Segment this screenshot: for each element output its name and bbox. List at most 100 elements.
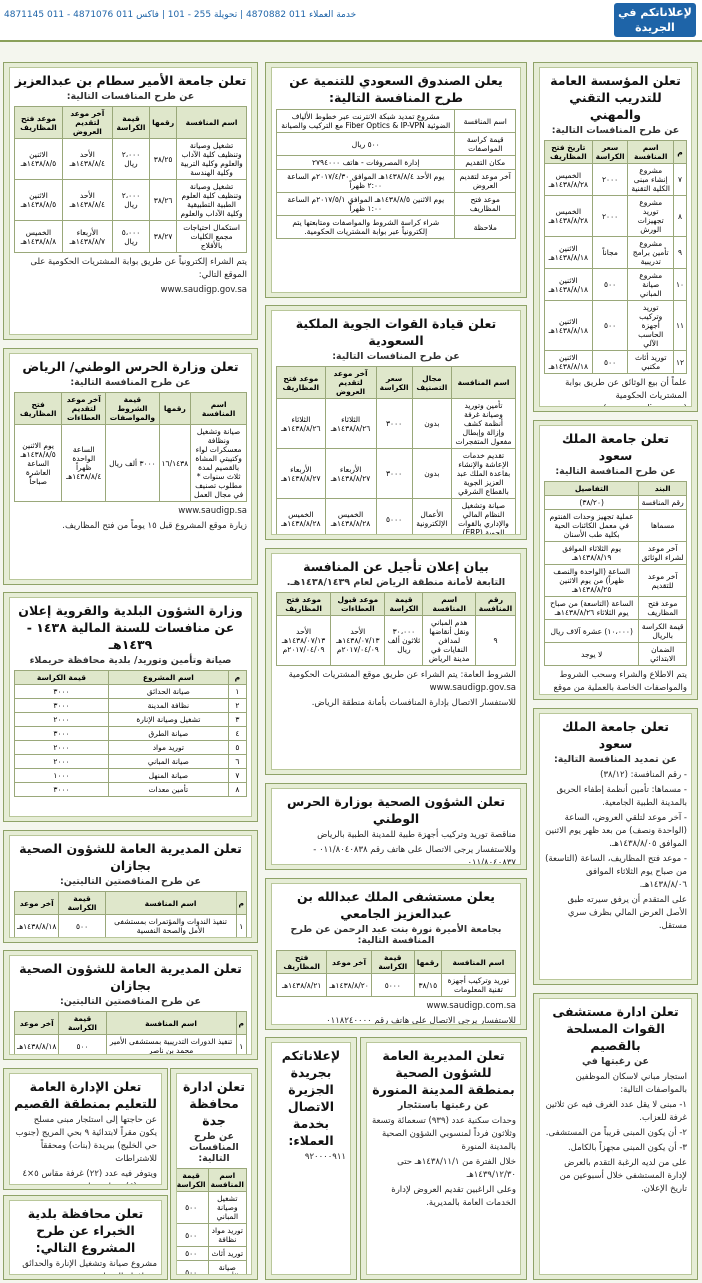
ad-line: للاستفسار الاتصال بإدارة المنافسات بأمان… xyxy=(311,698,516,708)
table-cell: توريد مواد نظافة xyxy=(207,1223,248,1247)
table-cell: الخميس ١٤٣٨/٨/٢٨هـ xyxy=(324,498,377,534)
header-cell: اسم المنافسة xyxy=(176,106,247,139)
table-cell: تشغيل وصيانة المباني xyxy=(207,1191,248,1224)
header-cell: رقم المنافسة xyxy=(474,592,517,616)
ad-body: تعلن وزارة الحرس الوطني/ الرياض عن طرح ال… xyxy=(9,353,252,580)
table-cell: توريد مواد xyxy=(107,740,229,755)
table-cell: ٣٠٠٠ xyxy=(14,782,109,797)
table-cell: بدون xyxy=(411,398,452,449)
phones: خدمة العملاء 011 4870882 | تحويلة 255 - … xyxy=(4,10,357,20)
table-cell: ٢٠٠٠ xyxy=(591,195,629,237)
table-row: آخر موعد لتقديم العروض يوم الأحد ١٤٣٨/٨/٤… xyxy=(275,169,516,193)
header-cell: قيمة الكراسة xyxy=(58,1011,107,1035)
table-cell: مشروع صيانة المباني xyxy=(627,268,674,301)
ad-subtitle: عن طرح المنافسات التالية: xyxy=(189,1131,239,1164)
table-row: ٩ مشروع تأمين برامج تدريبية مجاناً الاثنين … xyxy=(544,236,688,269)
header-cell: قيمة الكراسة xyxy=(14,670,109,685)
advertisement: تعلن المديرية العامة للشؤون الصحية بجازا… xyxy=(3,830,258,943)
table-row: ٣ تشغيل وصيانة الإنارة ٢٠٠٠ xyxy=(14,712,248,727)
advertisement: يعلن الصندوق السعودي للتنمية عن طرح المن… xyxy=(265,62,527,298)
ad-line: وعلى الراغبين تقديم العروض لإدارة الخدما… xyxy=(391,1185,516,1208)
table-cell: تنفيذ الدورات التدريبية بمستشفى الأمير م… xyxy=(105,1034,237,1054)
table-cell: توريد وتركيب أجهزة الحاسب الآلي xyxy=(627,300,674,351)
header-cell: اسم المنافسة xyxy=(627,140,674,164)
table-cell: ١٤٣٨/٨/٢١هـ xyxy=(275,973,328,997)
table-cell: توريد أثاث مكتبي xyxy=(627,350,674,374)
ad-line: مشروع صيانة وتشغيل الإنارة والحدائق بمحا… xyxy=(22,1259,157,1274)
ad-body: تعلن المديرية العامة للشؤون الصحية بجازا… xyxy=(9,835,252,938)
table-cell: ٥٠٠٠ xyxy=(375,498,413,534)
ad-subtitle: عن رغبتها باستئجار xyxy=(397,1100,490,1111)
table-cell: ١١ xyxy=(672,300,688,351)
header-cell: مجال التصنيف xyxy=(411,366,452,399)
table-cell: يوم الاثنين ١٤٣٨/٨/٥هـ الساعة العاشرة صب… xyxy=(13,424,63,502)
ad-line: زيارة موقع المشروع قبل ١٥ يوماً من فتح ا… xyxy=(62,521,247,531)
table-cell: ١ xyxy=(227,684,248,699)
ad-body: تعلن جامعة الملك سعود عن طرح المنافسة الت… xyxy=(539,425,692,695)
table-cell: الاثنين ١٤٣٨/٨/١٨هـ xyxy=(544,268,593,301)
table-cell: الاثنين ١٤٣٨/٨/١٨هـ xyxy=(544,300,593,351)
ad-title: تعلن محافظة بلدية الخبراء عن طرح المشروع… xyxy=(27,1206,144,1255)
table-cell: ٣٨/٢٧ xyxy=(149,220,178,253)
table-row: موعد فتح المظاريف الساعة (التاسعة) من صبا… xyxy=(543,596,687,620)
table-row: ٢ نظافة المدينة ٣٠٠٠ xyxy=(14,698,248,713)
ad-table: البند التفاصيل رقم المنافسة (٣٨/٢٠) مسماها عم… xyxy=(543,481,687,666)
table-cell: الخميس ١٤٣٨/٨/٢٨هـ xyxy=(276,498,326,534)
header-cell: موعد قبول العطاءات xyxy=(330,592,386,616)
ad-title: تعلن وزارة الحرس الوطني/ الرياض xyxy=(22,359,239,374)
ad-line: عن حاجتها إلى استئجار مبنى مسلح يكون مقر… xyxy=(15,1115,157,1164)
table-row: آخر موعد للتقديم الساعة (الواحدة والنصف ظ… xyxy=(543,564,687,597)
table-cell: مشروع إنشاء مبنى الكلية التقنية xyxy=(627,163,674,196)
table-cell: صيانة الأجهزة xyxy=(207,1260,248,1274)
table-row: ٧ مشروع إنشاء مبنى الكلية التقنية ٢٠٠٠ الخم… xyxy=(544,163,688,196)
table-cell: الاثنين ١٤٣٨/٨/١٨هـ xyxy=(544,236,593,269)
ad-line: على المتقدم أن يرفق سيرته طبق الأصل العر… xyxy=(567,895,687,931)
ad-line: يتم الشراء إلكترونياً عن طريق بوابة المش… xyxy=(30,257,247,280)
table-header: البند التفاصيل xyxy=(543,481,687,496)
table-row: استكمال احتياجات مجمع الكليات بالأفلاج ٣٨… xyxy=(14,220,247,253)
table-cell: ١ xyxy=(235,914,247,937)
table-cell: مجاناً xyxy=(591,236,629,269)
ad-subtitle: عن رغبتها في xyxy=(581,1056,650,1067)
table-cell: ١٠٠٠ xyxy=(14,768,109,783)
header-cell: التفاصيل xyxy=(543,481,640,496)
header-cell: آخر موعد xyxy=(13,1011,60,1035)
ad-title: تعلن المديرية العامة للشؤون الصحية بمنطق… xyxy=(372,1048,515,1097)
header-cell: موعد فتح المظاريف xyxy=(14,106,63,139)
table-cell: صيانة المنهل xyxy=(107,768,229,783)
table-cell: ٩ xyxy=(474,615,517,666)
ad-title: تعلن جامعة الأمير سطام بن عبدالعزيز xyxy=(14,73,247,88)
table-cell: (٣٨/٢٠) xyxy=(543,495,640,510)
ad-body: يعلن الصندوق السعودي للتنمية عن طرح المن… xyxy=(271,67,521,293)
table-cell: الخميس ١٤٣٨/٨/٨هـ xyxy=(14,220,63,253)
ad-title: تعلن ادارة مستشفى القوات المسلحة بالقصيم xyxy=(552,1004,679,1053)
table-cell: الأحد ١٤٣٨/٨/٤هـ xyxy=(61,179,113,221)
table-cell: يوم الأحد ١٤٣٨/٨/٤هـ الموافق ٢٠١٧/٤/٣٠م … xyxy=(275,169,456,193)
table-row: تشغيل وصيانة المباني ٥٠٠ xyxy=(177,1191,248,1224)
table-cell: ٥٠٠ xyxy=(591,268,629,301)
table-row: صيانة الأجهزة٥٠٠ xyxy=(177,1260,248,1274)
header-cell: آخر موعد لتقديم العروض xyxy=(324,366,377,399)
ad-line: يتم الاطلاع والشراء وسحب الشروط والمواصف… xyxy=(553,670,688,693)
ad-table: اسم المنافسة رقمها قيمة الكراسة آخر موعد فتح… xyxy=(275,950,517,997)
table-cell: الخميس ١٤٣٨/٨/٢٨هـ xyxy=(544,163,593,196)
ad-subtitle: عن تمديد المنافسة التالية: xyxy=(554,754,677,765)
table-row: اسم المنافسة مشروع تمديد شبكة الانترنت عب… xyxy=(275,109,516,133)
ad-body: تعلن المديرية العامة للشؤون الصحية بجازا… xyxy=(9,955,252,1055)
table-row: توريد أثاث ٥٠٠ xyxy=(177,1246,248,1261)
table-cell: الأحد ١٤٣٨/٠٧/١٣هـ ٢٠١٧/٠٤/٠٩م xyxy=(330,615,386,666)
table-cell: ٥٠٠ xyxy=(591,350,629,374)
table-cell: ٧ xyxy=(227,768,248,783)
table-header: م اسم المشروع قيمة الكراسة xyxy=(14,670,248,685)
ad-table: م اسم المنافسة قيمة الكراسة آخر موعد ١ تنفيذ … xyxy=(13,1011,247,1054)
ad-body: تعلن الإدارة العامة للتعليم بمنطقة القصي… xyxy=(9,1073,162,1185)
header-cell: موعد فتح المظاريف xyxy=(275,592,332,616)
advertisement: يعلن مستشفى الملك عبدالله بن عبدالعزيز ا… xyxy=(265,878,527,1030)
header-cell: م xyxy=(235,891,247,915)
table-cell: ٣٠٠٠ ألف ريال xyxy=(105,424,160,502)
table-cell: نظافة المدينة xyxy=(107,698,229,713)
table-cell: ٢٠٠٠ xyxy=(14,754,109,769)
ad-subtitle: عن طرح المنافسة التالية: xyxy=(555,466,676,477)
table-cell: هدم المباني ونقل أنقاضها لمدافن النفايات… xyxy=(422,615,476,666)
table-cell: عملية تجهيز وحدات الفنتوم في معمل الكائن… xyxy=(543,509,640,542)
